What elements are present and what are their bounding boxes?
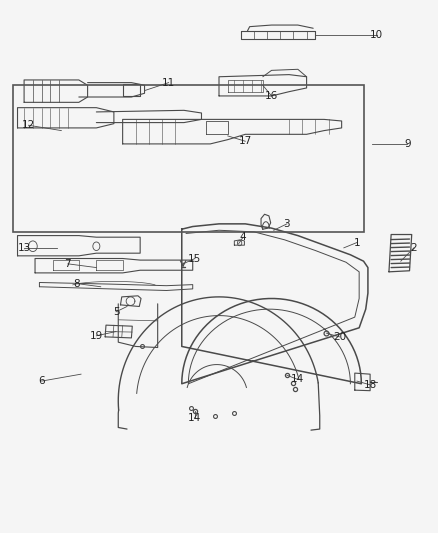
Text: 19: 19 (90, 331, 103, 341)
Text: 14: 14 (188, 414, 201, 423)
Text: 14: 14 (291, 375, 304, 384)
Text: 16: 16 (265, 91, 278, 101)
Text: 11: 11 (162, 78, 175, 87)
Text: 2: 2 (410, 243, 417, 253)
Text: 18: 18 (364, 380, 377, 390)
Text: 13: 13 (18, 243, 31, 253)
Text: 5: 5 (113, 307, 120, 317)
Text: 10: 10 (370, 30, 383, 39)
Text: 6: 6 (38, 376, 45, 386)
Bar (13, 85, 364, 232)
Text: 15: 15 (188, 254, 201, 263)
Text: 4: 4 (240, 232, 247, 242)
Text: 12: 12 (22, 120, 35, 130)
Text: 1: 1 (353, 238, 360, 247)
Text: 9: 9 (404, 139, 411, 149)
Text: 3: 3 (283, 219, 290, 229)
Text: 8: 8 (73, 279, 80, 288)
Text: 7: 7 (64, 259, 71, 269)
Text: 17: 17 (239, 136, 252, 146)
Text: 20: 20 (333, 332, 346, 342)
